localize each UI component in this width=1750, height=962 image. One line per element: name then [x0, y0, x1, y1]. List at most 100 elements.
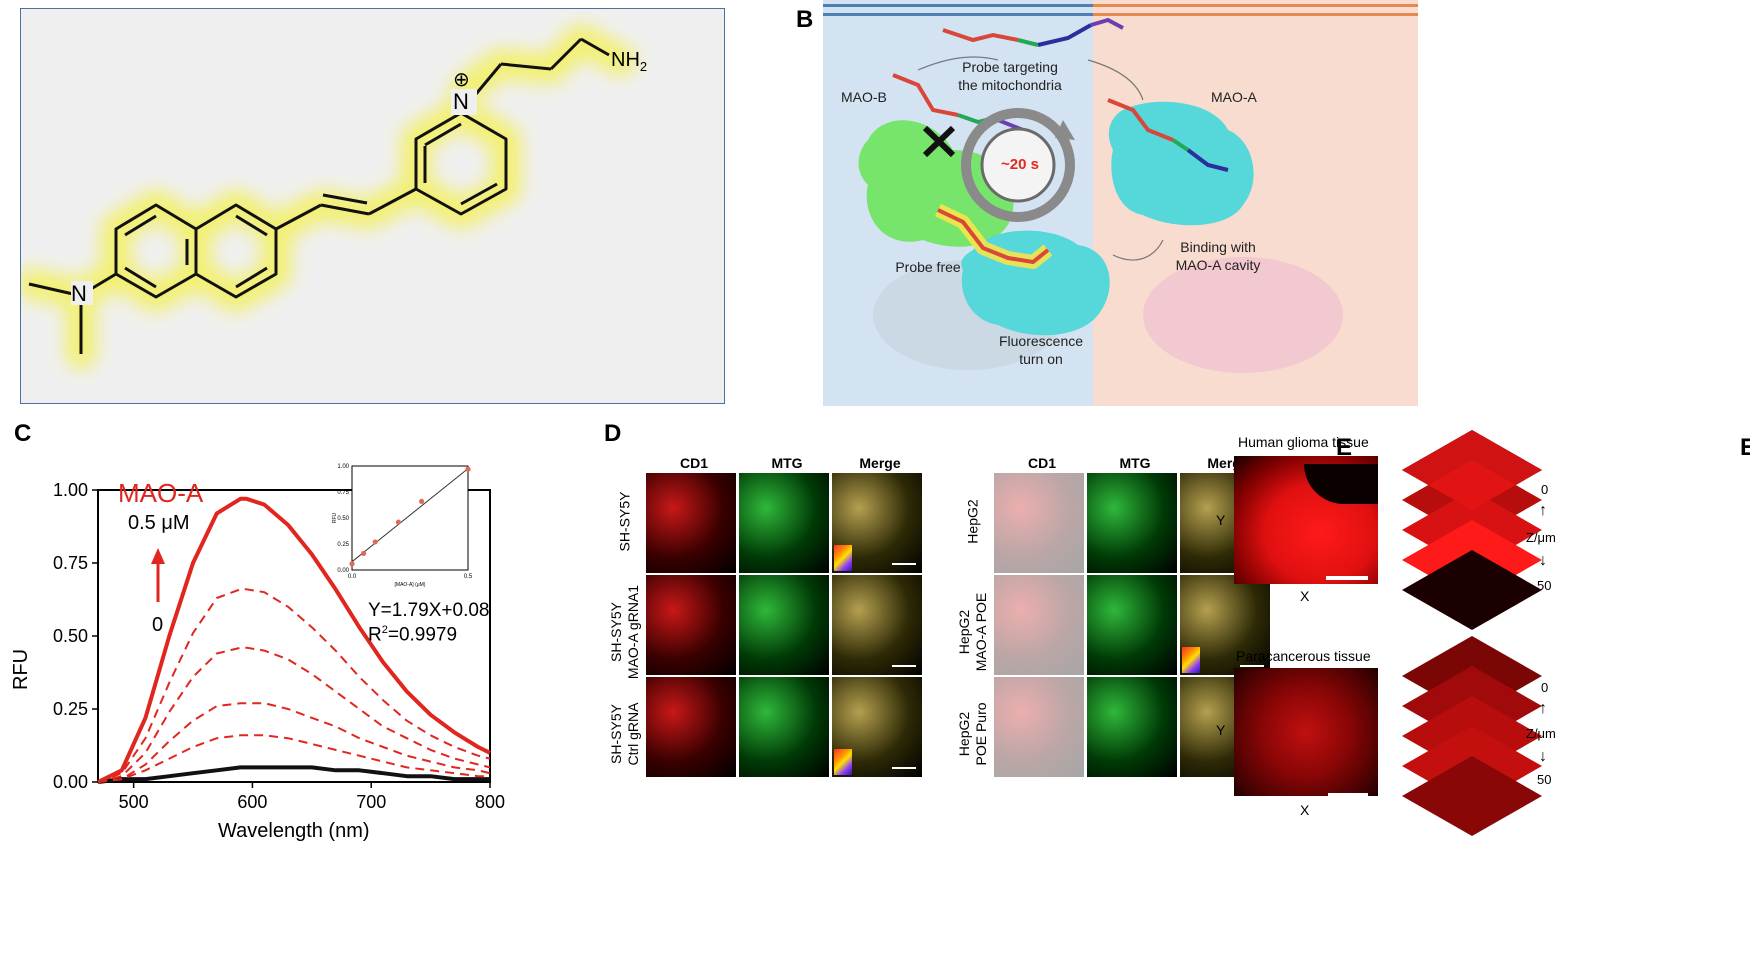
right-micrograph-cd1 — [994, 473, 1084, 573]
e-top-x: X — [1300, 588, 1310, 604]
right-micrograph-cd1 — [994, 677, 1084, 777]
z-top-up-arrow: ↑ — [1539, 502, 1547, 519]
targeting-label: Probe targeting the mitochondria — [958, 59, 1062, 93]
right-header-cd1: CD1 — [1027, 455, 1056, 471]
inset-y-label: RFU — [332, 512, 338, 523]
right-micrograph-mtg — [1087, 677, 1177, 777]
probe-molecule-bound — [1107, 98, 1229, 172]
x-tick-label: 500 — [119, 792, 149, 812]
e-top-title: Human glioma tissue — [1238, 434, 1369, 450]
amine-n-label: N — [71, 281, 87, 306]
pyridinium-n-label: N — [453, 89, 469, 114]
inset-y-tick: 0.75 — [337, 490, 349, 496]
z-bottom-start: 0 — [1541, 680, 1549, 695]
scale-bar — [1240, 665, 1264, 667]
fluorescence-label: Fluorescence turn on — [998, 333, 1084, 367]
left-micrograph-cd1 — [646, 473, 736, 573]
scale-bar — [892, 563, 916, 565]
glioma-tissue-image — [1234, 456, 1378, 584]
e-bottom-x: X — [1300, 802, 1310, 818]
inset-data-point — [465, 466, 471, 472]
inset-data-point — [419, 498, 425, 504]
x-tick-label: 600 — [237, 792, 267, 812]
right-micrograph-mtg — [1087, 575, 1177, 675]
inset-data-point — [372, 539, 378, 545]
y-tick-label: 1.00 — [53, 480, 88, 500]
z-bottom-up-arrow: ↑ — [1539, 700, 1547, 717]
z-stack-top — [1402, 430, 1542, 630]
inset-x-tick: 0.0 — [348, 574, 357, 580]
spectrum-series-line — [97, 765, 490, 784]
bonds — [28, 37, 610, 354]
paracancerous-tissue-image — [1234, 668, 1378, 796]
panel-label-e: E — [1336, 434, 1353, 461]
right-row-label: HepG2 POE Puro — [956, 702, 989, 766]
inset-x-label: [MAO-A] (μM) — [395, 582, 426, 588]
right-header-mtg: MTG — [1119, 455, 1151, 471]
left-header-cd1: CD1 — [679, 455, 708, 471]
panel-label-b: B — [796, 6, 814, 33]
right-row-label: HepG2 MAO-A POE — [956, 592, 989, 672]
x-tick-label: 700 — [356, 792, 386, 812]
spectrum-series-line — [97, 588, 491, 783]
z-bottom-label: Z/μm — [1526, 726, 1556, 741]
y-tick-label: 0.25 — [53, 699, 88, 719]
mao-b-protein — [858, 120, 1014, 247]
legend-bottom-concentration: 0 — [152, 614, 164, 636]
left-header-mtg: MTG — [771, 455, 803, 471]
binding-label: Binding with MAO-A cavity — [1175, 239, 1261, 273]
probe-molecule-fluorescent — [934, 203, 1053, 269]
mao-a-protein — [1108, 101, 1254, 226]
inset-data-point — [395, 519, 401, 525]
legend-arrow-head — [151, 548, 165, 564]
z-top-start: 0 — [1541, 482, 1549, 497]
inset-fit-line — [351, 468, 469, 563]
panel-label-d: D — [604, 420, 622, 447]
scale-bar — [892, 665, 916, 667]
inset-y-tick: 1.00 — [337, 464, 349, 470]
legend-title: MAO-A — [118, 478, 204, 508]
mao-b-label: MAO-B — [841, 89, 887, 105]
inset-data-point — [349, 561, 355, 567]
spectrum-series-line — [97, 702, 491, 783]
panel-label-c: C — [14, 420, 32, 447]
panel-a-structure: N N ⊕ NH2 — [20, 8, 725, 404]
inset-y-tick: 0.00 — [337, 568, 349, 574]
fit-equation: Y=1.79X+0.08 — [368, 600, 490, 621]
scale-bar — [892, 767, 916, 769]
scale-bar — [1326, 576, 1368, 580]
inset-x-tick: 0.5 — [464, 574, 473, 580]
left-header-merge: Merge — [859, 455, 901, 471]
panel-b-schematic: MAO-B MAO-A Probe targeting the mitochond… — [823, 0, 1418, 406]
z-bottom-end: 50 — [1537, 772, 1552, 787]
z-top-label: Z/μm — [1526, 530, 1556, 545]
structure-drawing — [21, 24, 636, 369]
colocalization-colormap — [834, 545, 852, 571]
positive-charge-icon: ⊕ — [453, 69, 470, 91]
left-micrograph-merge — [832, 575, 922, 675]
left-micrograph-cd1 — [646, 575, 736, 675]
stopwatch-icon — [980, 127, 1056, 203]
e-bottom-y: Y — [1216, 722, 1226, 738]
left-row-label: SH-SY5Y Ctrl gRNA — [608, 702, 641, 766]
inset-y-tick: 0.50 — [337, 516, 349, 522]
e-bottom-title: Paracancerous tissue — [1236, 648, 1371, 664]
panel-c-chart: 0.00 0.25 0.50 0.75 1.00 500 600 700 800 0.00 0.25… — [0, 460, 560, 960]
timer-arc — [961, 108, 1075, 222]
spectrum-series-line — [97, 734, 490, 783]
z-bottom-down-arrow: ↓ — [1539, 748, 1547, 765]
y-tick-label: 0.00 — [53, 772, 88, 792]
inset-y-tick: 0.25 — [337, 542, 349, 548]
y-tick-label: 0.50 — [53, 626, 88, 646]
probe-free-label: Probe free — [895, 259, 961, 275]
panel-label-e-cut: E — [1740, 434, 1750, 461]
left-row-label: SH-SY5Y — [616, 491, 633, 552]
e-top-y: Y — [1216, 512, 1226, 528]
nh2-label: NH2 — [611, 49, 648, 74]
colocalization-colormap — [1182, 647, 1200, 673]
left-micrograph-mtg — [739, 677, 829, 777]
left-micrograph-cd1 — [646, 677, 736, 777]
y-axis-label: RFU — [10, 648, 32, 690]
z-top-end: 50 — [1537, 578, 1552, 593]
